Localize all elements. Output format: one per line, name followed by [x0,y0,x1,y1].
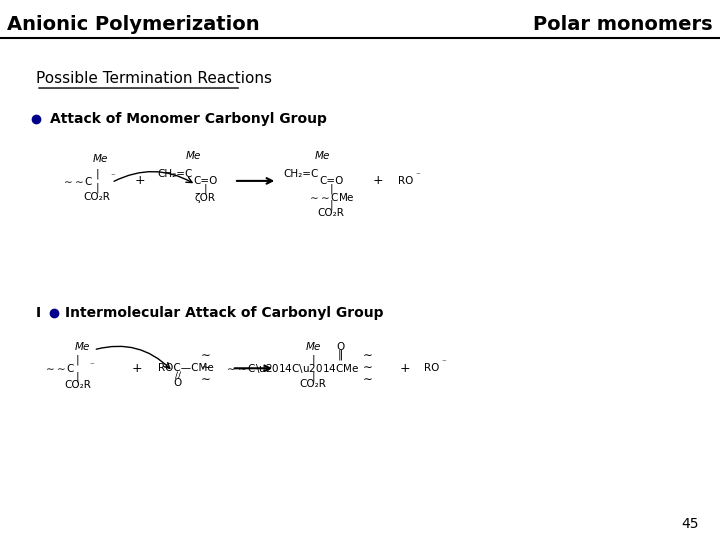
Text: CH₂=C: CH₂=C [283,169,319,179]
Text: |: | [203,184,207,194]
Text: ⁻: ⁻ [415,171,420,180]
Text: CO₂R: CO₂R [300,380,327,389]
Text: |: | [95,168,99,179]
Text: $\sim\!\sim$CMe: $\sim\!\sim$CMe [307,191,355,202]
Text: ∼: ∼ [362,374,372,387]
Text: Me: Me [93,154,109,164]
Text: ∼: ∼ [200,350,210,363]
Text: I: I [36,306,41,320]
Text: ROC—CMe: ROC—CMe [158,363,214,373]
Text: C=O: C=O [193,176,217,186]
Text: Anionic Polymerization: Anionic Polymerization [7,15,260,34]
Text: ∼: ∼ [362,362,372,375]
Text: Possible Termination Reactions: Possible Termination Reactions [36,71,272,86]
Text: ∼: ∼ [200,374,210,387]
Text: Me: Me [315,151,330,160]
Text: Intermolecular Attack of Carbonyl Group: Intermolecular Attack of Carbonyl Group [65,306,383,320]
Text: C=O: C=O [319,176,343,186]
Text: +: + [135,174,145,187]
Text: Me: Me [75,342,91,352]
Text: $\sim\!\sim$C: $\sim\!\sim$C [43,362,76,374]
Text: RO: RO [397,176,413,186]
Text: ∕∕: ∕∕ [175,371,181,380]
Text: ζOR: ζOR [194,193,216,202]
Text: O: O [336,342,345,352]
Text: |: | [76,355,80,366]
Text: Polar monomers: Polar monomers [534,15,713,34]
Text: |: | [76,371,80,382]
Text: Me: Me [185,151,201,160]
Text: ‖: ‖ [338,349,343,360]
Text: |: | [95,183,99,193]
Text: |: | [311,355,315,366]
Text: Me: Me [305,342,321,352]
Text: ⁻: ⁻ [90,361,94,370]
Text: |: | [311,371,315,382]
Text: |: | [329,184,333,194]
Text: CO₂R: CO₂R [84,192,111,202]
Text: CO₂R: CO₂R [64,380,91,390]
Text: RO: RO [424,363,440,373]
Text: $\sim\!\sim$C\u2014C\u2014CMe: $\sim\!\sim$C\u2014C\u2014CMe [224,362,359,375]
Text: +: + [132,362,142,375]
Text: ⁻: ⁻ [442,359,446,367]
Text: 45: 45 [681,517,698,531]
Text: ∼: ∼ [362,350,372,363]
Text: +: + [400,362,410,375]
Text: ∼: ∼ [200,362,210,375]
Text: CH₂=C: CH₂=C [157,169,193,179]
Text: +: + [373,174,383,187]
Text: $\sim\!\sim$C: $\sim\!\sim$C [61,175,94,187]
Text: CO₂R: CO₂R [318,208,345,218]
Text: O: O [174,378,182,388]
Text: ⁻: ⁻ [110,173,114,181]
Text: |: | [329,200,333,211]
Text: Attack of Monomer Carbonyl Group: Attack of Monomer Carbonyl Group [50,112,328,126]
